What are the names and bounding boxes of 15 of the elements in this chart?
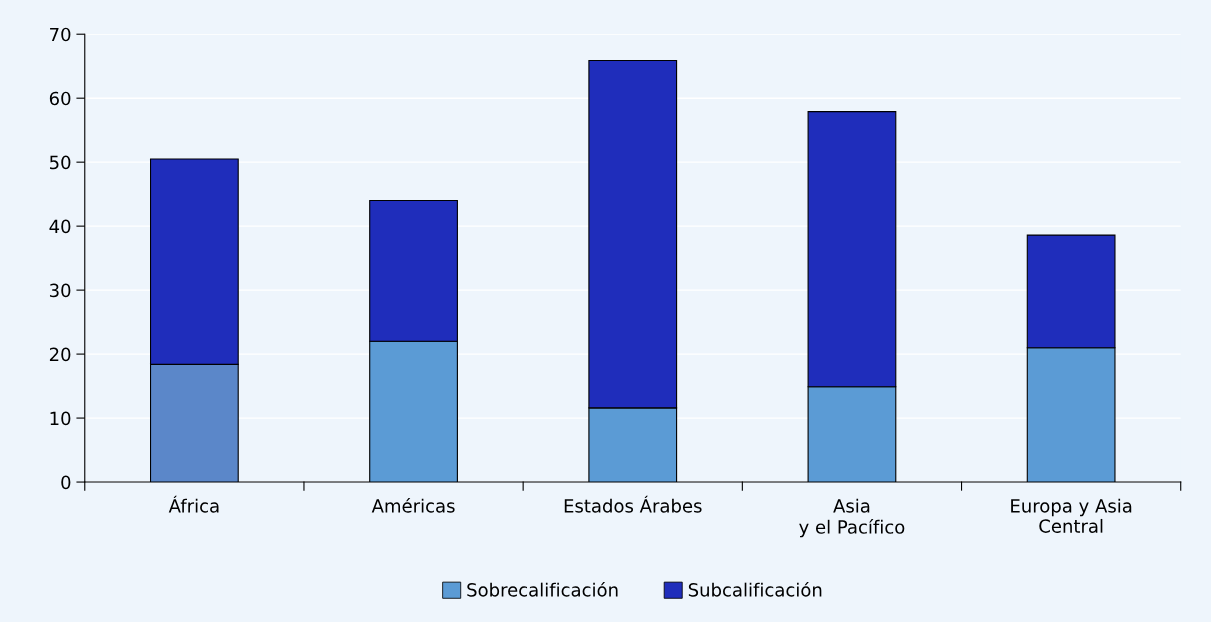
y-tick-label: 0 [61,475,71,490]
y-tick-label: 10 [50,411,71,426]
x-tick-label: Estados Árabes [564,495,702,513]
y-tick-label: 50 [49,155,71,170]
y-tick-label: 40 [49,219,71,234]
x-tick-label: Europa y Asia Central [1011,498,1132,533]
x-tick-label: Américas [371,497,455,513]
y-tick-label: 20 [49,347,71,362]
x-tick-label: Asia y el Pacífico [799,498,905,538]
legend-label: Subcalificación [688,581,822,597]
x-tick-label: África [168,495,219,513]
y-tick-label: 30 [49,283,71,298]
y-tick-label: 60 [49,91,71,106]
y-tick-label: 70 [50,27,71,42]
legend-label: Sobrecalificación [467,581,618,597]
